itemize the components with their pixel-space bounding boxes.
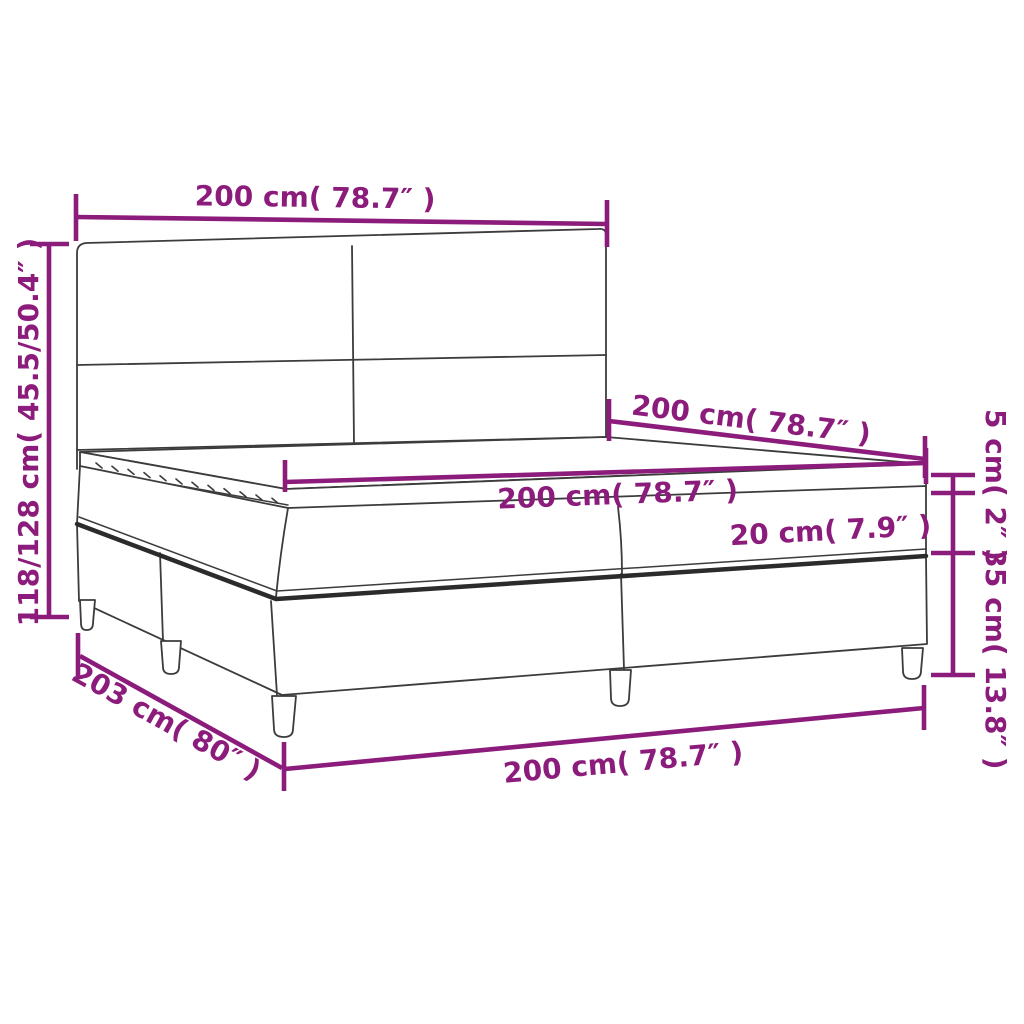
dimension-line [284, 460, 927, 485]
label-topper-thickness: 5 cm( 2″ ) [979, 409, 1012, 561]
mattress-center-seam [617, 506, 623, 575]
headboard-panel [76, 227, 607, 451]
dimension-right-height-stack [931, 472, 975, 678]
label-bed-depth: 203 cm( 80″ ) [67, 656, 267, 787]
dimension-bed-width [281, 685, 927, 791]
base-front-seam [620, 573, 625, 670]
headboard-middle-seam [76, 354, 607, 366]
bed-leg-front-middle [609, 669, 632, 707]
dimension-headboard-width [73, 194, 610, 247]
bed-leg-front-right [901, 647, 924, 680]
label-base-height: 35 cm( 13.8″ ) [979, 548, 1012, 769]
dimension-overall-height [30, 241, 69, 620]
dimension-line [75, 214, 608, 227]
headboard-center-seam [351, 245, 355, 444]
base-top-piping-line [78, 516, 927, 592]
bed-drawing [74, 227, 929, 738]
dimension-line [284, 705, 925, 772]
base-corner-edge [270, 600, 278, 696]
mattress-front-left-corner-edge [275, 507, 289, 598]
dimension-annotations [30, 194, 975, 791]
base-left-seam [159, 552, 164, 642]
bed-leg-front-left [271, 695, 297, 738]
dimension-mattress-width [282, 448, 929, 492]
mattress-base-shadow-edge [74, 521, 929, 602]
label-headboard-width: 200 cm( 78.7″ ) [195, 179, 436, 215]
topper-zipper-dashes [95, 462, 279, 504]
dimension-line [78, 653, 284, 771]
dimension-line [608, 418, 926, 462]
bed-leg-back-left [79, 599, 96, 631]
dimension-bed-depth [75, 633, 284, 771]
label-overall-height: 118/128 cm( 45.5/50.4″ ) [12, 238, 45, 627]
bed-leg-left-middle [160, 640, 182, 675]
